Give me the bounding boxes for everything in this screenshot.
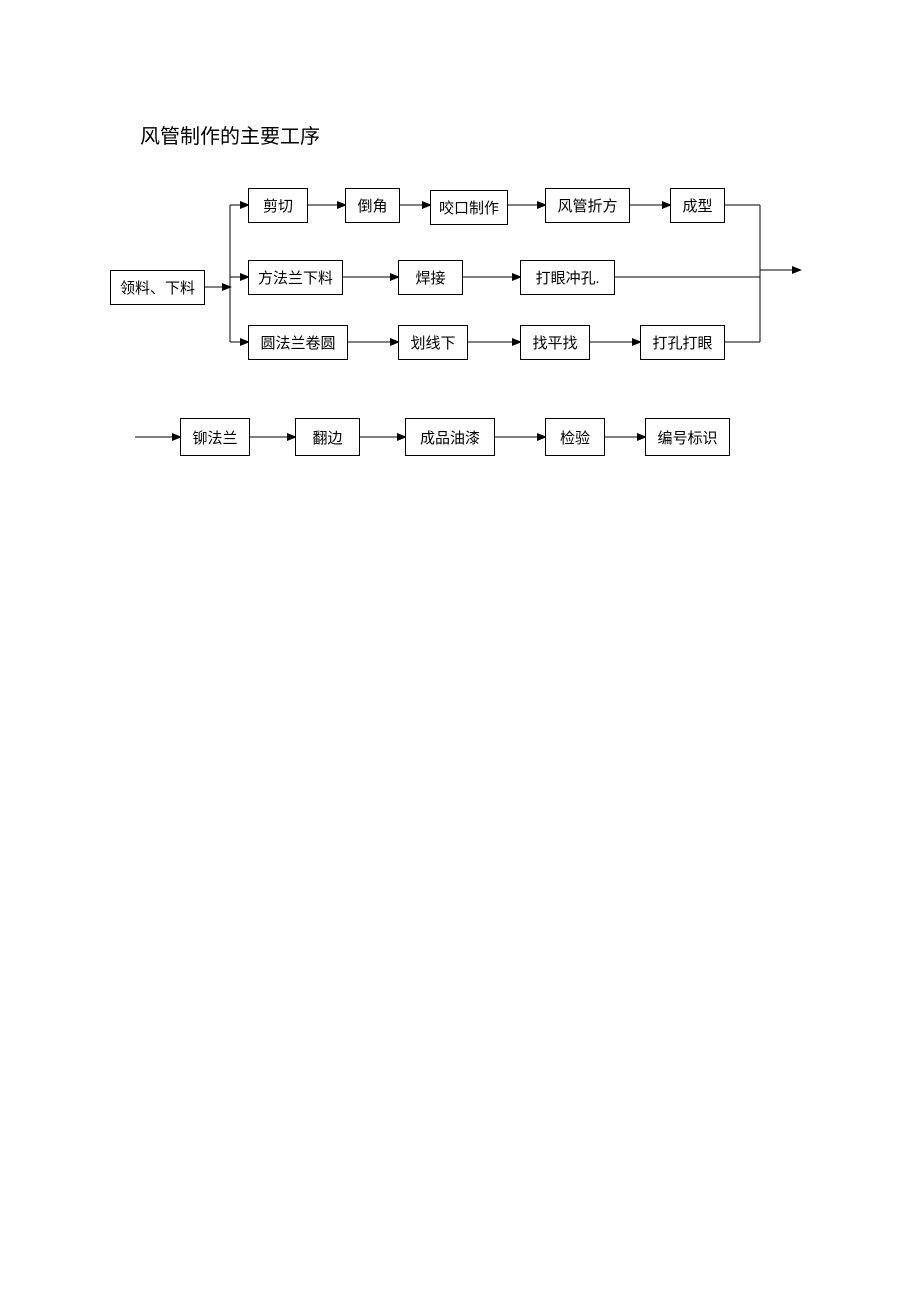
flow-node-r3_3: 找平找 bbox=[520, 325, 590, 360]
flow-node-b5: 编号标识 bbox=[645, 418, 730, 456]
flow-node-b2: 翻边 bbox=[295, 418, 360, 456]
flow-node-r3_2: 划线下 bbox=[398, 325, 468, 360]
flow-node-b3: 成品油漆 bbox=[405, 418, 495, 456]
flow-node-r1_3: 咬口制作 bbox=[430, 190, 508, 225]
flow-node-b1: 铆法兰 bbox=[180, 418, 250, 456]
flow-node-r2_3: 打眼冲孔. bbox=[520, 260, 615, 295]
flow-node-r1_4: 风管折方 bbox=[545, 188, 630, 223]
flow-node-r2_2: 焊接 bbox=[398, 260, 463, 295]
flow-node-n_start: 领料、下料 bbox=[110, 270, 205, 305]
flow-node-r3_4: 打孔打眼 bbox=[640, 325, 725, 360]
flow-node-r3_1: 圆法兰卷圆 bbox=[248, 325, 348, 360]
flow-node-b4: 检验 bbox=[545, 418, 605, 456]
flow-node-r1_2: 倒角 bbox=[345, 188, 400, 223]
flow-node-r1_5: 成型 bbox=[670, 188, 725, 223]
flow-node-r1_1: 剪切 bbox=[248, 188, 308, 223]
page-title: 风管制作的主要工序 bbox=[140, 120, 320, 149]
flow-node-r2_1: 方法兰下料 bbox=[248, 260, 343, 295]
